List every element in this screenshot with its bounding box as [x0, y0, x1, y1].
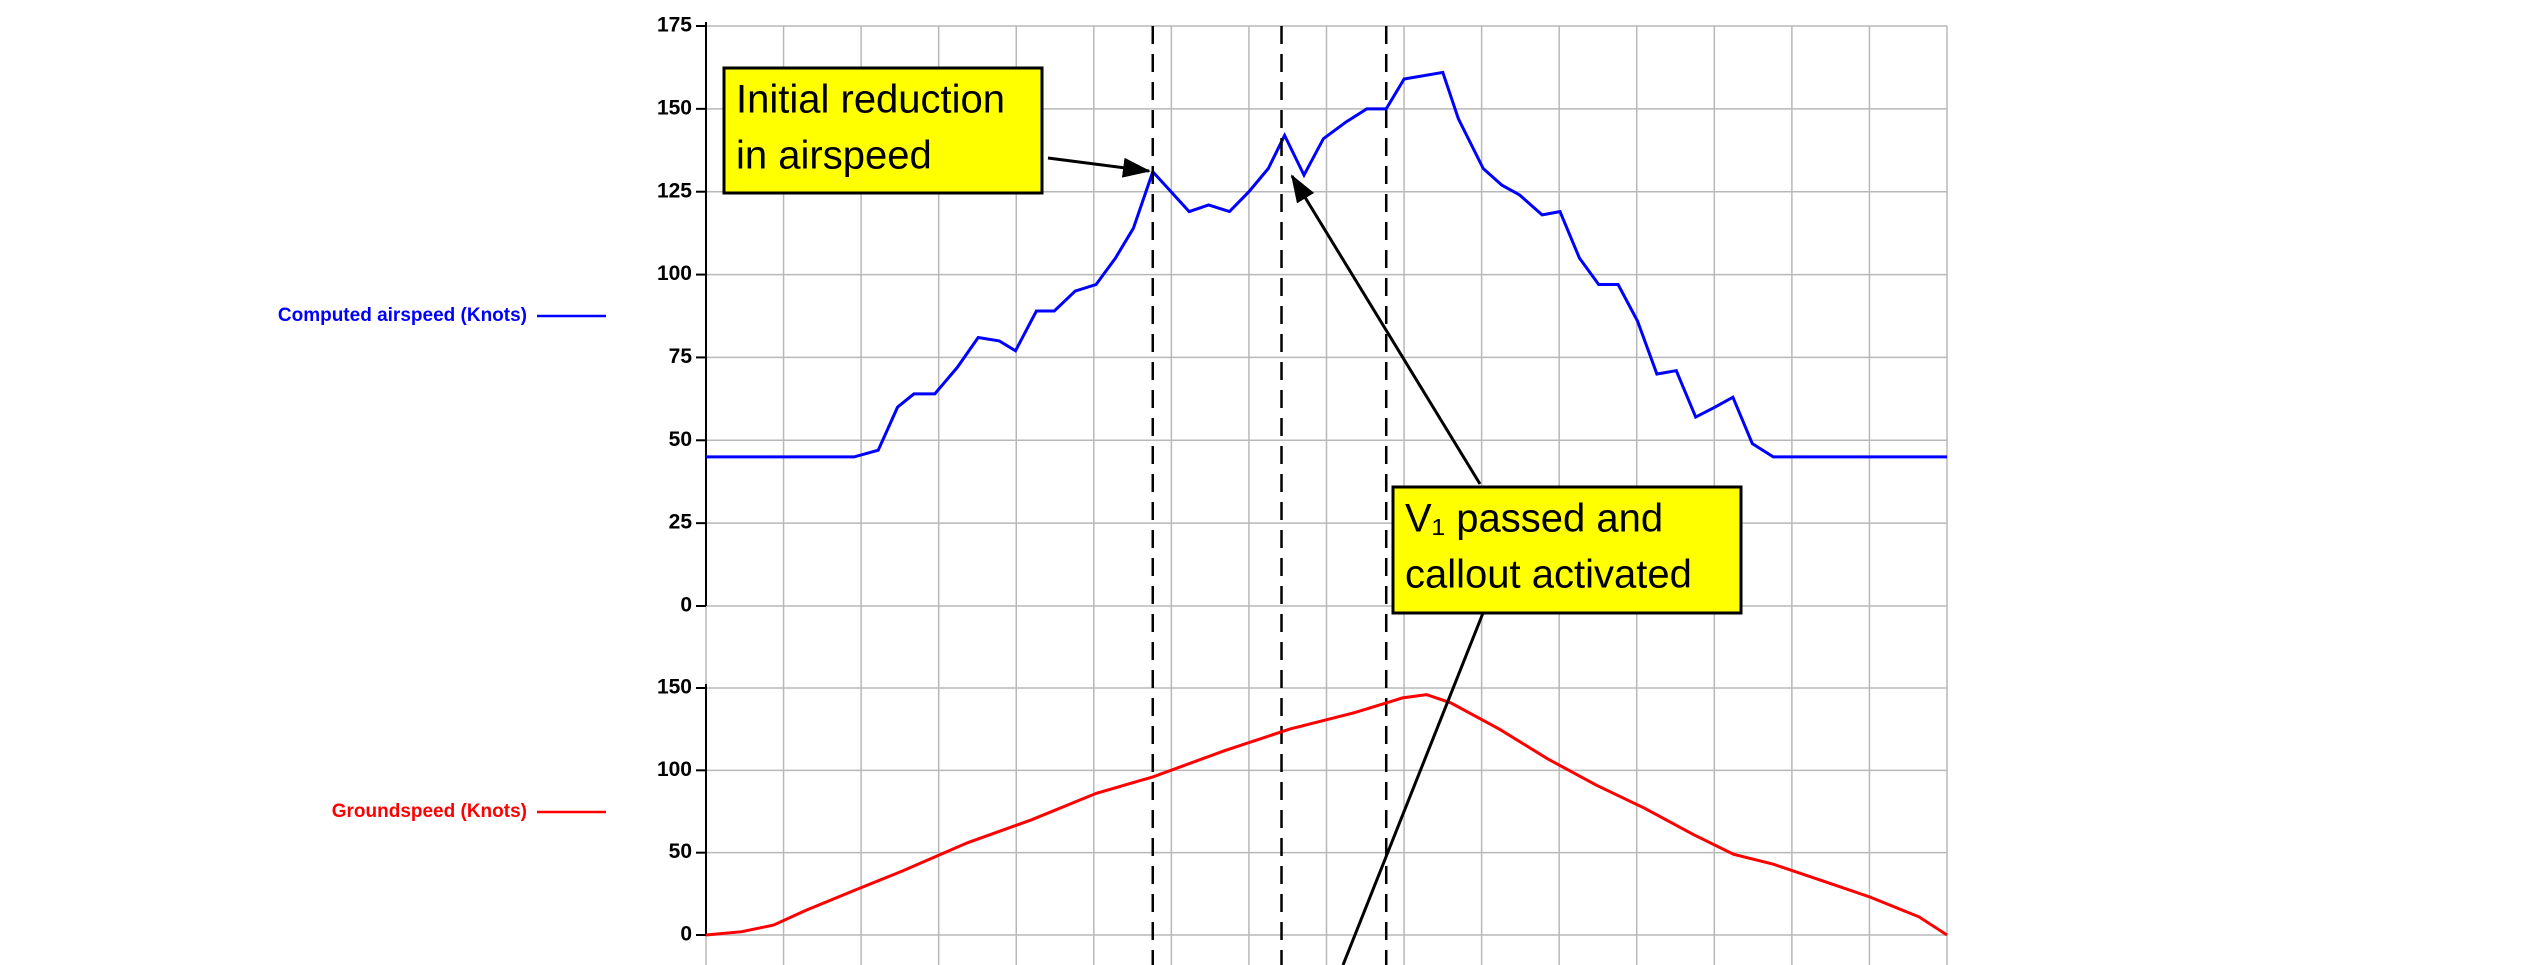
y-tick-label: 150 — [657, 96, 692, 119]
legend-label: Groundspeed (Knots) — [332, 801, 527, 822]
annotation-text: callout activated — [1405, 553, 1692, 597]
y-tick-label: 75 — [669, 345, 693, 368]
y-tick-label: 0 — [680, 594, 692, 617]
y-tick-label: 50 — [669, 840, 692, 863]
legend-label: Computed airspeed (Knots) — [278, 305, 527, 326]
annotation-box — [1391, 485, 1743, 615]
y-tick-label: 0 — [680, 923, 692, 946]
annotation-text: Initial reduction — [736, 78, 1005, 122]
pointer-line — [1341, 612, 1485, 965]
data-line — [705, 693, 1948, 937]
arrow — [1047, 156, 1151, 178]
annotation-text: in airspeed — [736, 134, 932, 178]
data-line — [706, 70, 1947, 459]
y-tick-label: 100 — [657, 262, 692, 285]
annotation-text: V₁ passed and — [1405, 497, 1663, 541]
y-tick-label: 100 — [657, 758, 692, 781]
annotation-box — [722, 66, 1044, 195]
arrow — [1290, 174, 1482, 485]
y-tick-label: 125 — [657, 179, 692, 202]
y-tick-label: 175 — [657, 14, 692, 37]
y-tick-label: 50 — [669, 428, 692, 451]
y-tick-label: 25 — [669, 511, 693, 534]
y-tick-label: 150 — [657, 676, 692, 699]
